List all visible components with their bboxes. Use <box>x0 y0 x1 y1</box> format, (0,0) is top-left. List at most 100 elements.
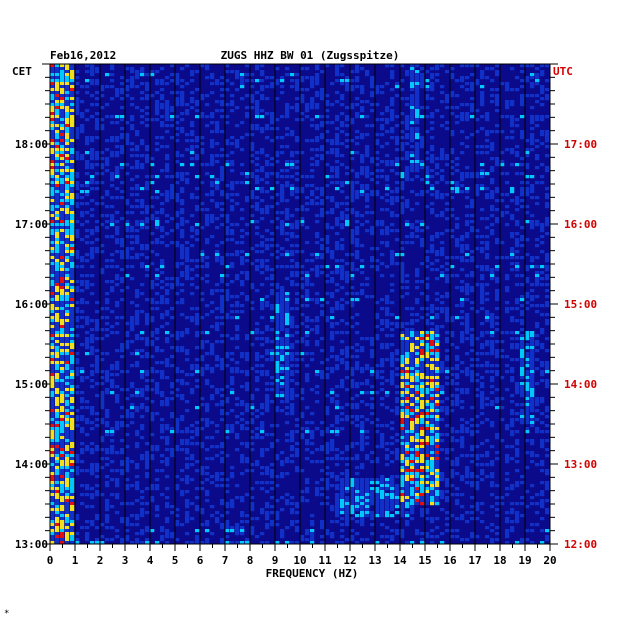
spectrogram-cell <box>190 91 195 95</box>
spectrogram-cell <box>395 316 400 320</box>
spectrogram-cell <box>155 211 160 215</box>
spectrogram-cell <box>430 409 435 413</box>
spectrogram-cell <box>150 340 155 344</box>
spectrogram-cell <box>460 130 465 134</box>
spectrogram-cell <box>330 400 335 404</box>
spectrogram-cell <box>435 397 440 401</box>
spectrogram-cell <box>525 187 530 191</box>
spectrogram-cell <box>200 148 205 152</box>
spectrogram-cell <box>400 373 405 377</box>
spectrogram-cell <box>50 259 55 263</box>
spectrogram-cell <box>70 307 75 311</box>
spectrogram-cell <box>255 151 260 155</box>
spectrogram-cell <box>400 418 405 422</box>
spectrogram-cell <box>425 367 430 371</box>
spectrogram-cell <box>440 241 445 245</box>
spectrogram-cell <box>385 199 390 203</box>
spectrogram-cell <box>320 91 325 95</box>
spectrogram-cell <box>465 253 470 257</box>
spectrogram-cell <box>225 253 230 257</box>
spectrogram-cell <box>425 361 430 365</box>
spectrogram-cell <box>240 97 245 101</box>
spectrogram-cell <box>540 226 545 230</box>
spectrogram-cell <box>60 373 65 377</box>
spectrogram-cell <box>65 220 70 224</box>
spectrogram-cell <box>155 103 160 107</box>
spectrogram-cell <box>55 199 60 203</box>
spectrogram-cell <box>490 223 495 227</box>
spectrogram-cell <box>490 157 495 161</box>
spectrogram-cell <box>430 310 435 314</box>
spectrogram-cell <box>165 400 170 404</box>
spectrogram-cell <box>445 277 450 281</box>
spectrogram-cell <box>525 415 530 419</box>
spectrogram-cell <box>110 214 115 218</box>
spectrogram-cell <box>515 208 520 212</box>
spectrogram-cell <box>495 370 500 374</box>
spectrogram-cell <box>105 334 110 338</box>
spectrogram-cell <box>400 157 405 161</box>
spectrogram-cell <box>530 82 535 86</box>
spectrogram-cell <box>370 373 375 377</box>
spectrogram-cell <box>135 322 140 326</box>
spectrogram-cell <box>430 82 435 86</box>
spectrogram-cell <box>65 202 70 206</box>
spectrogram-cell <box>455 256 460 260</box>
spectrogram-cell <box>225 79 230 83</box>
spectrogram-cell <box>275 313 280 317</box>
spectrogram-cell <box>510 418 515 422</box>
spectrogram-cell <box>140 82 145 86</box>
spectrogram-cell <box>510 136 515 140</box>
spectrogram-cell <box>340 271 345 275</box>
spectrogram-cell <box>200 226 205 230</box>
spectrogram-cell <box>395 172 400 176</box>
spectrogram-cell <box>410 373 415 377</box>
spectrogram-cell <box>160 124 165 128</box>
spectrogram-cell <box>390 115 395 119</box>
spectrogram-cell <box>410 70 415 74</box>
spectrogram-cell <box>390 190 395 194</box>
spectrogram-cell <box>405 358 410 362</box>
spectrogram-cell <box>75 157 80 161</box>
spectrogram-cell <box>460 331 465 335</box>
spectrogram-cell <box>335 418 340 422</box>
spectrogram-cell <box>225 265 230 269</box>
spectrogram-cell <box>145 148 150 152</box>
spectrogram-cell <box>65 328 70 332</box>
spectrogram-cell <box>250 205 255 209</box>
spectrogram-cell <box>135 163 140 167</box>
spectrogram-cell <box>525 403 530 407</box>
spectrogram-cell <box>130 328 135 332</box>
spectrogram-cell <box>315 220 320 224</box>
spectrogram-cell <box>165 193 170 197</box>
spectrogram-cell <box>360 136 365 140</box>
spectrogram-cell <box>370 367 375 371</box>
spectrogram-cell <box>290 175 295 179</box>
spectrogram-cell <box>120 421 125 425</box>
spectrogram-cell <box>435 190 440 194</box>
spectrogram-cell <box>455 94 460 98</box>
spectrogram-cell <box>495 388 500 392</box>
spectrogram-cell <box>200 403 205 407</box>
spectrogram-cell <box>440 100 445 104</box>
spectrogram-cell <box>275 217 280 221</box>
spectrogram-cell <box>280 307 285 311</box>
spectrogram-cell <box>100 163 105 167</box>
spectrogram-cell <box>340 385 345 389</box>
spectrogram-cell <box>285 421 290 425</box>
spectrogram-cell <box>520 295 525 299</box>
spectrogram-cell <box>230 205 235 209</box>
spectrogram-cell <box>315 274 320 278</box>
spectrogram-cell <box>525 238 530 242</box>
spectrogram-cell <box>455 316 460 320</box>
spectrogram-cell <box>345 181 350 185</box>
spectrogram-cell <box>70 370 75 374</box>
spectrogram-cell <box>265 265 270 269</box>
spectrogram-cell <box>230 142 235 146</box>
spectrogram-cell <box>465 82 470 86</box>
spectrogram-cell <box>340 361 345 365</box>
spectrogram-cell <box>285 322 290 326</box>
spectrogram-cell <box>60 91 65 95</box>
spectrogram-cell <box>375 118 380 122</box>
spectrogram-cell <box>95 310 100 314</box>
